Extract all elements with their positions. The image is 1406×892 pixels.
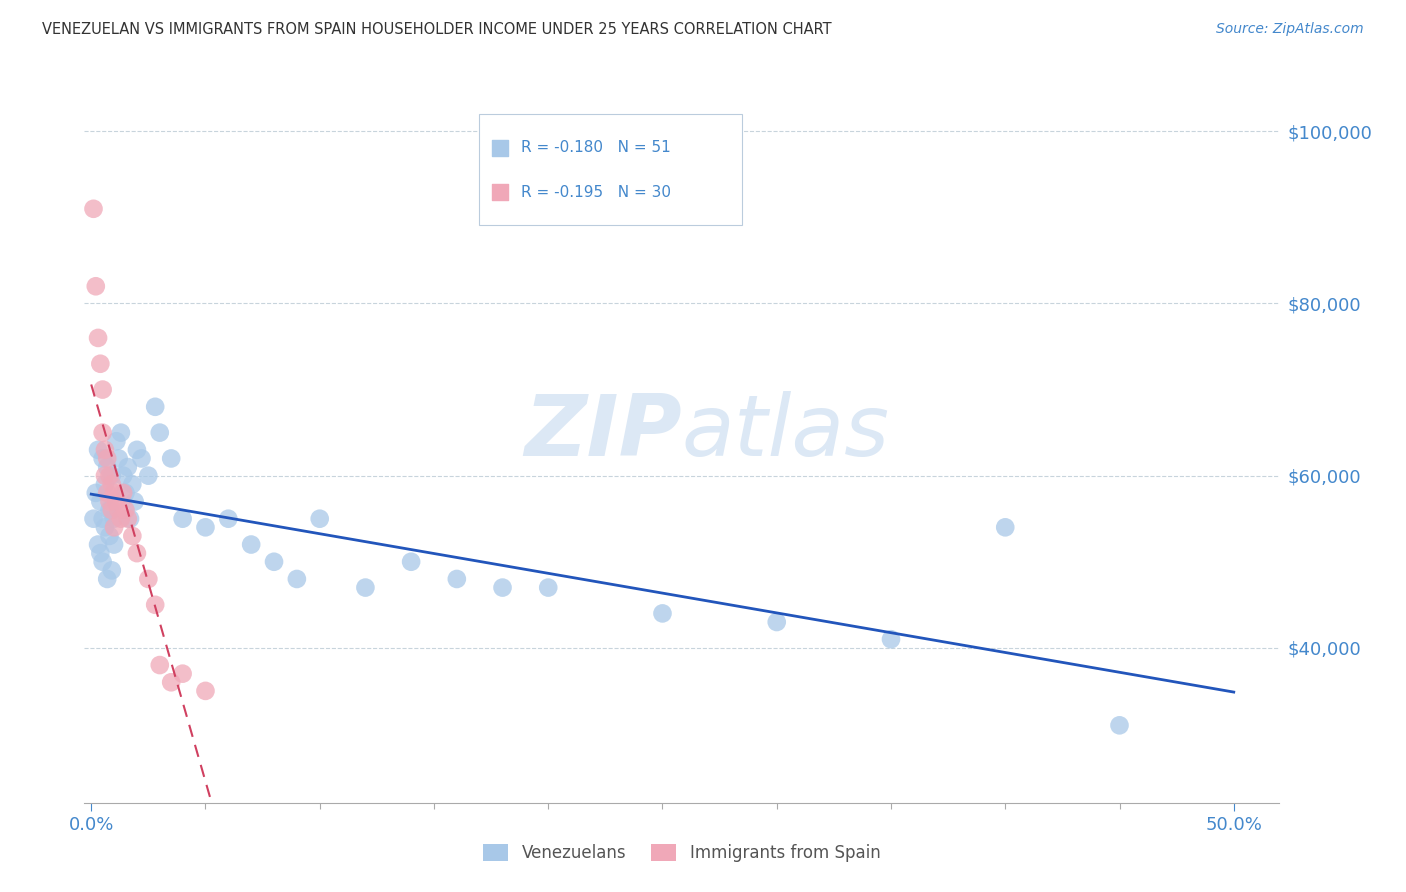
Point: [107, 451, 129, 466]
Point: [98, 503, 121, 517]
Point: [87, 442, 110, 457]
Point: [94, 442, 117, 457]
Point: [117, 512, 139, 526]
Point: [765, 615, 787, 629]
Point: [110, 425, 132, 440]
Point: [114, 486, 136, 500]
Point: [103, 520, 125, 534]
Point: [138, 572, 160, 586]
Point: [91, 425, 114, 440]
Point: [94, 468, 117, 483]
Point: [120, 512, 142, 526]
Point: [537, 581, 560, 595]
Point: [149, 425, 172, 440]
Point: [994, 520, 1017, 534]
Point: [149, 658, 172, 673]
Text: atlas: atlas: [682, 391, 890, 475]
Point: [96, 451, 118, 466]
Point: [131, 451, 153, 466]
Point: [84, 486, 107, 500]
Point: [217, 512, 239, 526]
Point: [103, 537, 125, 551]
Point: [125, 442, 148, 457]
Point: [84, 279, 107, 293]
Legend: Venezuelans, Immigrants from Spain: Venezuelans, Immigrants from Spain: [477, 837, 887, 869]
Point: [98, 529, 121, 543]
Point: [87, 537, 110, 551]
Point: [143, 598, 166, 612]
Point: [121, 529, 143, 543]
Point: [110, 512, 132, 526]
Point: [112, 468, 135, 483]
Point: [491, 581, 513, 595]
Point: [160, 675, 183, 690]
Point: [89, 546, 111, 560]
Point: [91, 512, 114, 526]
Point: [124, 494, 146, 508]
Point: [285, 572, 308, 586]
Point: [91, 555, 114, 569]
FancyBboxPatch shape: [479, 114, 742, 226]
Point: [138, 468, 160, 483]
Point: [105, 494, 128, 508]
Text: R = -0.180   N = 51: R = -0.180 N = 51: [520, 140, 671, 155]
Point: [880, 632, 903, 647]
Point: [112, 486, 135, 500]
Text: VENEZUELAN VS IMMIGRANTS FROM SPAIN HOUSEHOLDER INCOME UNDER 25 YEARS CORRELATIO: VENEZUELAN VS IMMIGRANTS FROM SPAIN HOUS…: [42, 22, 832, 37]
Point: [94, 477, 117, 491]
Point: [101, 477, 124, 491]
Point: [103, 486, 125, 500]
Point: [1108, 718, 1130, 732]
Point: [96, 460, 118, 475]
Point: [83, 512, 105, 526]
Point: [83, 202, 105, 216]
Point: [172, 666, 194, 681]
Point: [308, 512, 330, 526]
Point: [91, 383, 114, 397]
Point: [98, 494, 121, 508]
Point: [87, 331, 110, 345]
Point: [194, 684, 217, 698]
Point: [89, 357, 111, 371]
Point: [89, 494, 111, 508]
Point: [96, 486, 118, 500]
Point: [101, 468, 124, 483]
Point: [121, 477, 143, 491]
Point: [101, 503, 124, 517]
Text: ZIP: ZIP: [524, 391, 682, 475]
Point: [399, 555, 422, 569]
Point: [114, 503, 136, 517]
Point: [194, 520, 217, 534]
Point: [160, 451, 183, 466]
Text: R = -0.195   N = 30: R = -0.195 N = 30: [520, 185, 671, 200]
Point: [96, 572, 118, 586]
Point: [354, 581, 377, 595]
Point: [94, 520, 117, 534]
Text: Source: ZipAtlas.com: Source: ZipAtlas.com: [1216, 22, 1364, 37]
Point: [143, 400, 166, 414]
Point: [117, 460, 139, 475]
Point: [107, 503, 129, 517]
Point: [103, 512, 125, 526]
Point: [101, 563, 124, 577]
Point: [91, 451, 114, 466]
Point: [98, 468, 121, 483]
Point: [446, 572, 468, 586]
Point: [263, 555, 285, 569]
Point: [240, 537, 263, 551]
Point: [105, 434, 128, 449]
Point: [125, 546, 148, 560]
Point: [172, 512, 194, 526]
Point: [651, 607, 673, 621]
